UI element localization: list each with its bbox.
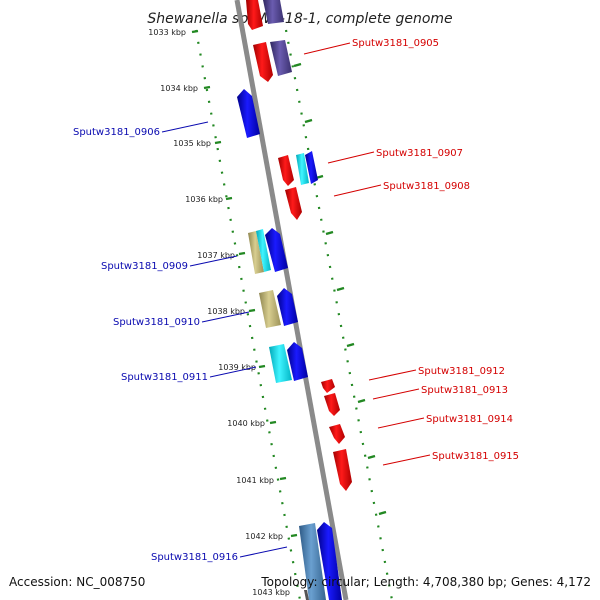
gene-label-0914[interactable]: Sputw3181_0914 — [426, 414, 513, 425]
gene-label-0913[interactable]: Sputw3181_0913 — [421, 385, 508, 396]
kbp-label-1034: 1034 kbp — [160, 84, 198, 93]
kbp-label-1041: 1041 kbp — [236, 476, 274, 485]
kbp-label-1033: 1033 kbp — [148, 28, 186, 37]
right-scale-track — [284, 29, 394, 600]
left-ticks — [191, 29, 298, 538]
gene-feature-red[interactable] — [324, 393, 340, 416]
gene-label-0915[interactable]: Sputw3181_0915 — [432, 451, 519, 462]
gene-feature-blue[interactable] — [277, 288, 298, 326]
gene-label-0912[interactable]: Sputw3181_0912 — [418, 366, 505, 377]
kbp-label-1038: 1038 kbp — [207, 307, 245, 316]
map-title: Shewanella sp. W3-18-1, complete genome — [147, 11, 452, 27]
left-scale-track — [194, 29, 302, 600]
gene-feature-red[interactable] — [278, 155, 294, 186]
gene-feature-blue[interactable] — [305, 151, 318, 184]
accession-text: Accession: NC_008750 — [9, 575, 145, 589]
gene-feature-cyan[interactable] — [296, 153, 309, 185]
gene-feature-navy[interactable] — [263, 0, 284, 24]
gene-feature-cyan[interactable] — [269, 344, 292, 383]
gene-label-0905[interactable]: Sputw3181_0905 — [352, 38, 439, 49]
gene-feature-red[interactable] — [321, 379, 335, 393]
kbp-label-1039: 1039 kbp — [218, 363, 256, 372]
gene-feature-red[interactable] — [246, 0, 263, 30]
gene-feature-khaki[interactable] — [259, 290, 281, 328]
kbp-label-1043: 1043 kbp — [252, 588, 290, 597]
gene-label-0911[interactable]: Sputw3181_0911 — [121, 372, 208, 383]
right-ticks — [293, 62, 387, 516]
gene-feature-navy[interactable] — [270, 40, 292, 76]
gene-label-0916[interactable]: Sputw3181_0916 — [151, 552, 238, 563]
gene-feature-red[interactable] — [285, 187, 302, 220]
gene-feature-red[interactable] — [253, 42, 273, 82]
leader-lines-left — [161, 121, 288, 558]
kbp-label-1042: 1042 kbp — [245, 532, 283, 541]
gene-feature-navy[interactable] — [304, 590, 309, 600]
gene-label-0907[interactable]: Sputw3181_0907 — [376, 148, 463, 159]
gene-label-0908[interactable]: Sputw3181_0908 — [383, 181, 470, 192]
gene-label-0910[interactable]: Sputw3181_0910 — [113, 317, 200, 328]
kbp-label-1035: 1035 kbp — [173, 139, 211, 148]
kbp-label-1037: 1037 kbp — [197, 251, 235, 260]
gene-label-0909[interactable]: Sputw3181_0909 — [101, 261, 188, 272]
leader-lines-right — [303, 42, 431, 466]
gene-feature-blue[interactable] — [237, 89, 260, 138]
topology-text: Topology: circular; Length: 4,708,380 bp… — [260, 575, 591, 589]
gene-feature-blue[interactable] — [287, 342, 308, 381]
gene-label-0906[interactable]: Sputw3181_0906 — [73, 127, 160, 138]
gene-feature-khaki[interactable] — [248, 231, 264, 274]
gene-feature-red[interactable] — [329, 424, 345, 444]
gene-feature-red[interactable] — [333, 449, 352, 491]
gene-feature-steel[interactable] — [299, 523, 326, 600]
gene-feature-blue[interactable] — [265, 228, 288, 272]
kbp-label-1036: 1036 kbp — [185, 195, 223, 204]
gene-feature-cyan[interactable] — [256, 229, 271, 272]
gene-feature-blue[interactable] — [317, 522, 342, 600]
kbp-label-1040: 1040 kbp — [227, 419, 265, 428]
